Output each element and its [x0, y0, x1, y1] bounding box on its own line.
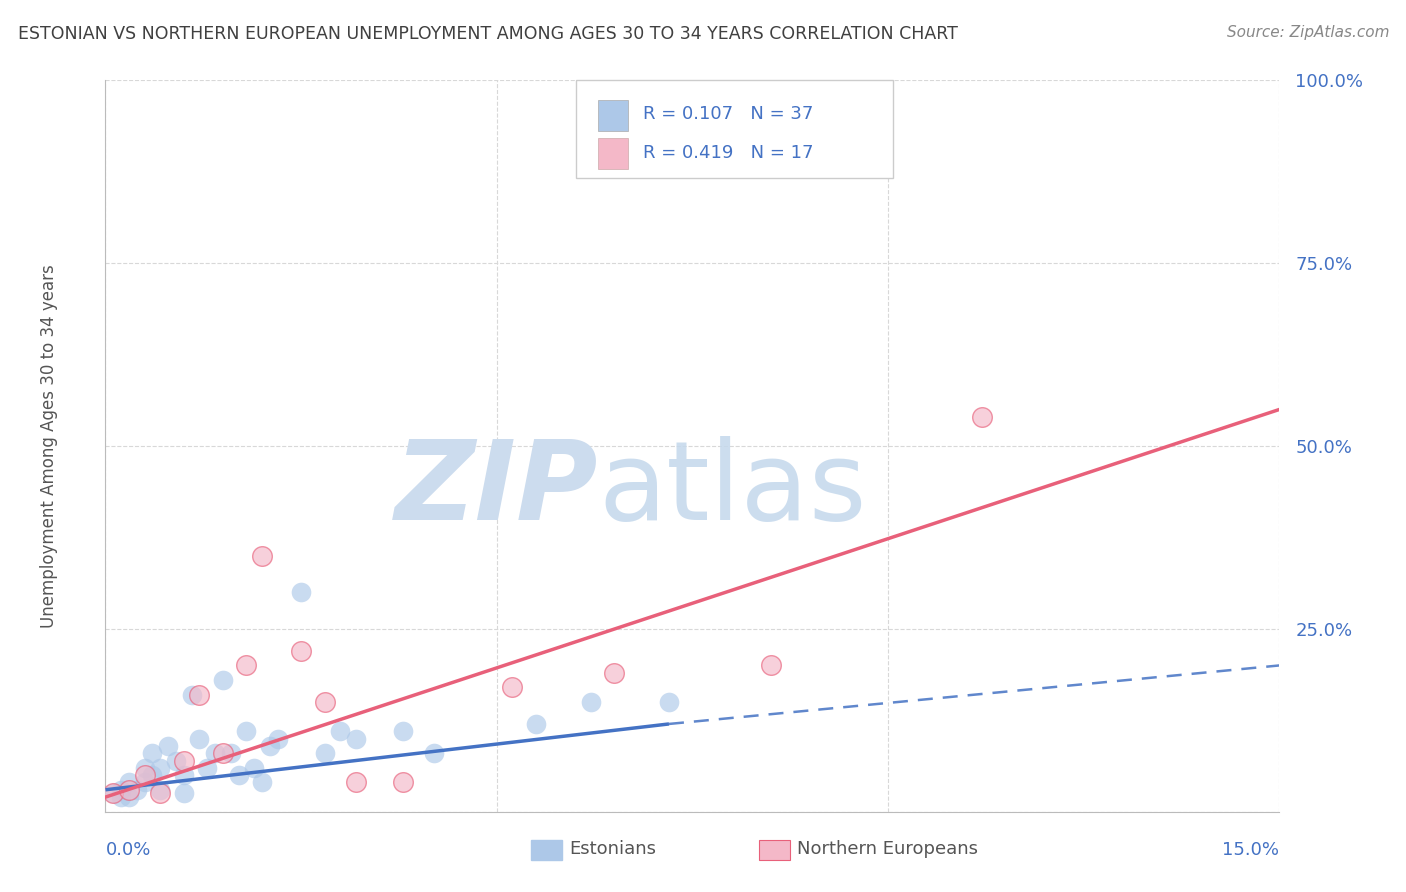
Point: [344, 775, 367, 789]
Point: [173, 787, 195, 801]
Point: [658, 695, 681, 709]
Point: [173, 754, 195, 768]
Point: [392, 775, 415, 789]
Point: [110, 782, 132, 797]
Point: [314, 746, 336, 760]
Text: Source: ZipAtlas.com: Source: ZipAtlas.com: [1226, 25, 1389, 40]
Point: [134, 761, 156, 775]
Point: [219, 746, 242, 760]
Point: [250, 549, 273, 563]
Point: [392, 724, 415, 739]
Point: [235, 724, 257, 739]
Text: ESTONIAN VS NORTHERN EUROPEAN UNEMPLOYMENT AMONG AGES 30 TO 34 YEARS CORRELATION: ESTONIAN VS NORTHERN EUROPEAN UNEMPLOYME…: [18, 25, 957, 43]
Point: [103, 787, 125, 801]
Point: [243, 761, 266, 775]
Point: [211, 673, 233, 687]
Point: [329, 724, 352, 739]
Point: [118, 782, 141, 797]
Point: [118, 775, 141, 789]
Text: 15.0%: 15.0%: [1222, 841, 1279, 859]
Point: [149, 787, 172, 801]
Point: [134, 768, 156, 782]
Point: [188, 688, 211, 702]
Point: [149, 761, 172, 775]
Point: [195, 761, 218, 775]
Point: [110, 790, 132, 805]
Point: [259, 739, 281, 753]
Point: [423, 746, 446, 760]
Text: R = 0.107   N = 37: R = 0.107 N = 37: [643, 105, 813, 123]
Point: [759, 658, 782, 673]
Point: [290, 644, 312, 658]
Point: [579, 695, 602, 709]
Point: [501, 681, 523, 695]
Point: [165, 754, 187, 768]
Text: atlas: atlas: [599, 436, 868, 543]
Point: [141, 746, 163, 760]
Point: [173, 768, 195, 782]
Point: [188, 731, 211, 746]
Point: [125, 782, 148, 797]
Point: [228, 768, 250, 782]
Text: 0.0%: 0.0%: [105, 841, 150, 859]
Point: [266, 731, 288, 746]
Point: [524, 717, 547, 731]
Point: [134, 775, 156, 789]
Point: [204, 746, 226, 760]
Point: [211, 746, 233, 760]
Point: [157, 739, 180, 753]
Point: [250, 775, 273, 789]
Point: [118, 790, 141, 805]
Point: [314, 695, 336, 709]
Text: Northern Europeans: Northern Europeans: [797, 840, 979, 858]
Point: [235, 658, 257, 673]
Point: [180, 688, 202, 702]
Point: [141, 768, 163, 782]
Text: Estonians: Estonians: [569, 840, 657, 858]
Text: R = 0.419   N = 17: R = 0.419 N = 17: [643, 144, 813, 161]
Text: Unemployment Among Ages 30 to 34 years: Unemployment Among Ages 30 to 34 years: [41, 264, 58, 628]
Point: [970, 409, 993, 424]
Point: [149, 782, 172, 797]
Text: ZIP: ZIP: [395, 436, 599, 543]
Point: [290, 585, 312, 599]
Point: [344, 731, 367, 746]
Point: [603, 665, 626, 680]
Point: [103, 787, 125, 801]
